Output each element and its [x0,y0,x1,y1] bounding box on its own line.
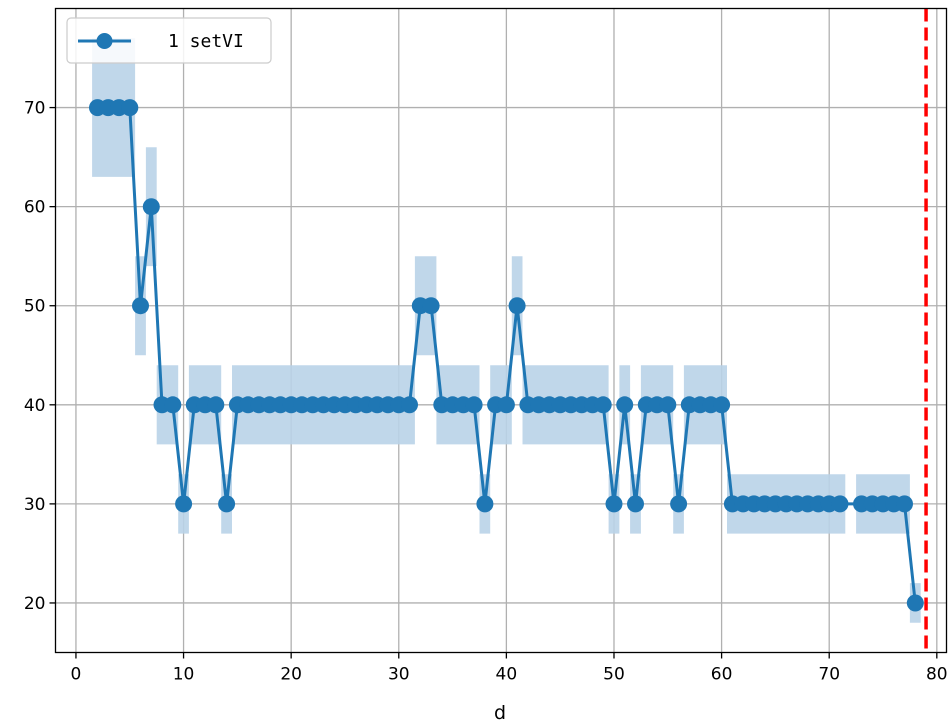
y-tick-label: 40 [24,396,46,416]
x-tick-label: 40 [496,665,518,685]
data-point [465,396,483,414]
data-point [605,495,623,513]
x-axis: 0 10 20 30 40 50 60 70 80 [71,652,948,685]
plot-frame [54,7,948,654]
x-tick-label: 70 [818,665,840,685]
data-point [175,495,193,513]
band-segment [92,38,846,534]
legend-box [66,17,272,64]
data-point [422,297,440,315]
y-tick-label: 20 [24,594,46,614]
data-point [670,495,688,513]
x-tick-label: 0 [71,665,82,685]
y-tick-label: 70 [24,99,46,119]
data-point [594,396,612,414]
data-point [142,198,160,216]
data-point [207,396,225,414]
data-point [132,297,149,315]
data-point [497,396,515,414]
y-tick-label: 30 [24,495,46,515]
data-point [896,495,913,513]
x-tick-label: 60 [711,665,733,685]
data-point [121,99,139,117]
data-point [476,495,494,513]
x-axis-label: d [494,702,506,724]
x-tick-label: 10 [173,665,195,685]
data-point [906,594,924,612]
x-tick-label: 80 [926,665,948,685]
data-point [164,396,182,414]
legend: 1 setVI [66,17,272,64]
series-markers [89,99,924,612]
x-tick-label: 20 [280,665,302,685]
y-tick-label: 60 [24,198,46,218]
data-point [401,396,418,414]
data-point [713,396,731,414]
y-tick-label: 50 [24,297,46,317]
data-point [616,396,634,414]
legend-marker-swatch [96,33,113,49]
data-point [831,495,849,513]
y-axis: 20 30 40 50 60 70 [24,99,56,614]
grid-lines [55,8,947,653]
legend-entry-label: 1 setVI [168,31,244,52]
x-tick-label: 50 [603,665,625,685]
data-point [508,297,526,315]
data-point [659,396,677,414]
x-tick-label: 30 [388,665,410,685]
data-point [627,495,644,513]
data-point [218,495,236,513]
